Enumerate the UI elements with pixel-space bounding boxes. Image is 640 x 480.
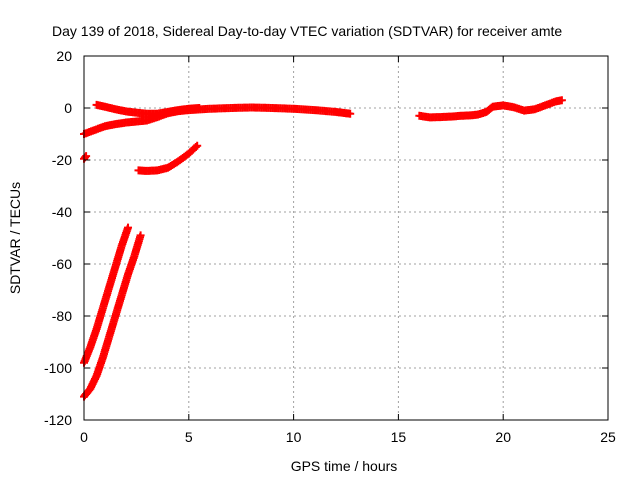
- y-tick-label: -20: [52, 152, 72, 168]
- series-arc-b: [92, 100, 204, 118]
- x-tick-label: 15: [391, 429, 407, 445]
- x-tick-label: 5: [185, 429, 193, 445]
- y-tick-label: -80: [52, 308, 72, 324]
- x-tick-label: 20: [495, 429, 511, 445]
- series-arc-c: [134, 141, 202, 175]
- data-point-marker: [193, 141, 202, 150]
- y-axis-label: SDTVAR / TECUs: [7, 182, 23, 294]
- data-point-marker: [346, 109, 355, 118]
- series-arc-g: [415, 96, 566, 122]
- data-point-marker: [191, 143, 200, 151]
- chart-title: Day 139 of 2018, Sidereal Day-to-day VTE…: [52, 23, 562, 39]
- data-point-marker: [124, 223, 133, 232]
- x-tick-label: 10: [286, 429, 302, 445]
- y-tick-label: -120: [44, 412, 72, 428]
- y-tick-label: 20: [56, 48, 72, 64]
- data-point-marker: [557, 96, 566, 105]
- tick-layer: 0 5 10 15 20 25 -120 -100 -80 -60 -40 -20 0 20: [44, 48, 616, 445]
- data-point-marker: [82, 152, 91, 161]
- x-tick-label: 25: [600, 429, 616, 445]
- data-layer: [80, 96, 566, 401]
- y-tick-label: -60: [52, 256, 72, 272]
- y-tick-label: 0: [64, 100, 72, 116]
- series-arc-e: [80, 231, 145, 401]
- plot-frame: [83, 55, 609, 421]
- y-tick-label: -100: [44, 360, 72, 376]
- x-tick-label: 0: [80, 429, 88, 445]
- y-tick-label: -40: [52, 204, 72, 220]
- data-point-marker: [195, 104, 204, 112]
- data-point-marker: [136, 231, 145, 240]
- x-axis-label: GPS time / hours: [291, 458, 398, 474]
- series-arc-d: [80, 223, 133, 367]
